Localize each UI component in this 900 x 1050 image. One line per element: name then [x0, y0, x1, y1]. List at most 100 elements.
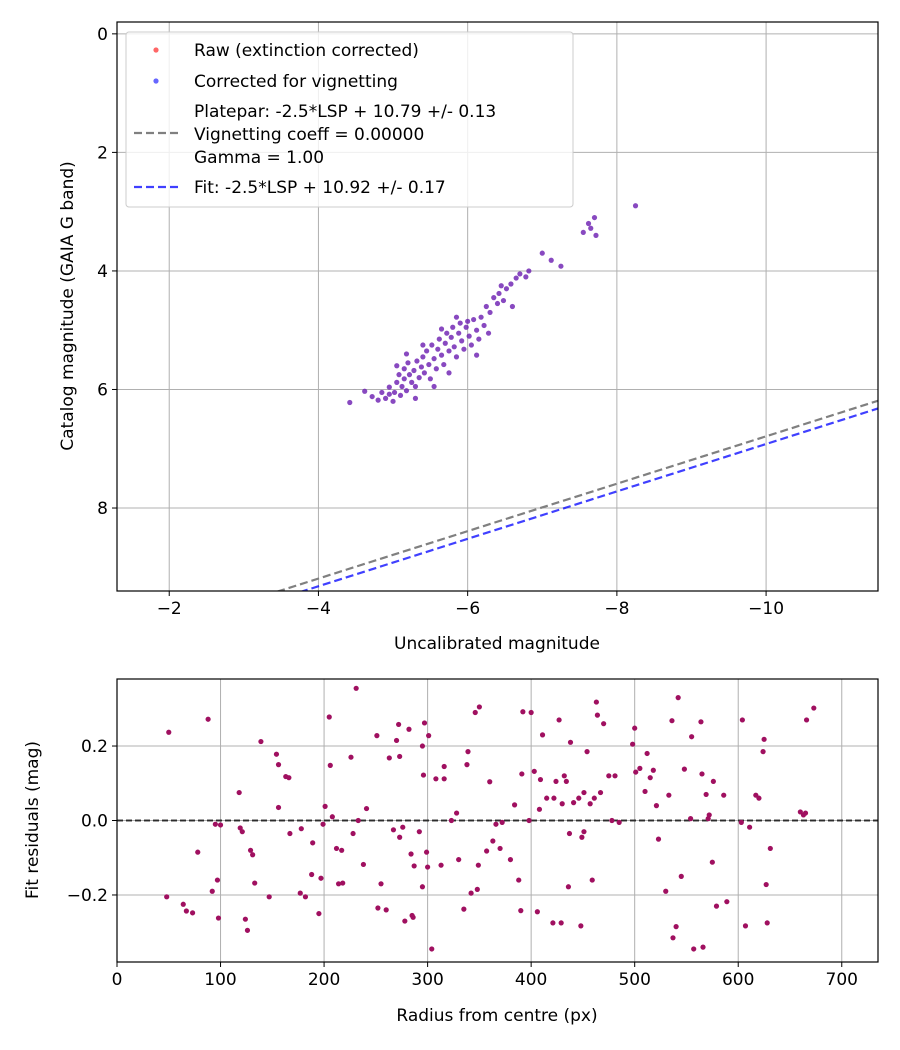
- data-point: [647, 775, 653, 781]
- data-point: [459, 338, 465, 344]
- legend-box: [125, 31, 574, 208]
- bottom-scatter-points: [164, 685, 817, 952]
- data-point: [379, 389, 385, 396]
- data-point: [420, 772, 427, 778]
- x-tick-label: 100: [204, 970, 236, 990]
- legend-platepar-label-line3: Gamma = 1.00: [194, 148, 324, 168]
- data-point: [578, 923, 584, 929]
- data-point: [252, 880, 258, 886]
- data-point: [335, 881, 342, 887]
- data-point: [353, 685, 359, 691]
- data-point: [508, 281, 514, 287]
- data-point: [767, 845, 773, 852]
- data-point: [516, 877, 522, 883]
- data-point: [481, 322, 487, 329]
- legend-corrected-label: Corrected for vignetting: [194, 72, 398, 92]
- data-point: [273, 751, 280, 757]
- data-point: [333, 845, 340, 852]
- data-point: [520, 709, 526, 715]
- data-point: [362, 388, 368, 394]
- bottom-chart: 0 100 200 300 400 500 600 700 −0.2 0.0 0.2 Radius…: [23, 678, 879, 1026]
- data-point: [539, 732, 546, 738]
- data-point: [763, 881, 769, 888]
- data-point: [633, 769, 639, 775]
- data-point: [650, 767, 656, 773]
- data-point: [811, 705, 817, 711]
- data-point: [553, 778, 559, 785]
- legend-platepar-label-line1: Platepar: -2.5*LSP + 10.79 +/- 0.13: [194, 102, 496, 122]
- data-point: [687, 816, 694, 822]
- data-point: [431, 356, 437, 362]
- data-point: [691, 946, 697, 952]
- y-tick-label: 6: [97, 380, 108, 400]
- data-point: [266, 894, 272, 900]
- top-chart: −2 −4 −6 −8 −10 0 2 4 6 8 Uncalibrated magnitude…: [58, 21, 879, 654]
- data-point: [478, 314, 484, 320]
- data-point: [537, 776, 544, 783]
- data-point: [494, 300, 501, 307]
- data-point: [507, 856, 514, 863]
- data-point: [601, 721, 607, 727]
- data-point: [418, 364, 424, 370]
- x-tick-label: 200: [308, 970, 340, 990]
- data-point: [526, 817, 532, 824]
- data-point: [446, 370, 452, 376]
- data-point: [709, 859, 715, 865]
- data-point: [441, 361, 447, 368]
- data-point: [539, 250, 545, 256]
- data-point: [498, 283, 504, 289]
- data-point: [310, 840, 316, 846]
- data-point: [644, 750, 650, 757]
- data-point: [675, 695, 681, 701]
- data-point: [597, 789, 604, 796]
- x-tick-label: −8: [604, 599, 629, 619]
- data-point: [526, 268, 532, 274]
- data-point: [518, 908, 524, 914]
- data-point: [742, 923, 749, 929]
- data-point: [576, 795, 582, 801]
- data-point: [287, 830, 293, 837]
- data-point: [420, 354, 426, 360]
- bottom-x-axis-label: Radius from centre (px): [396, 1006, 597, 1026]
- y-tick-label: 0: [97, 25, 108, 45]
- data-point: [496, 290, 502, 297]
- data-point: [528, 709, 534, 716]
- data-point: [689, 734, 695, 740]
- data-point: [571, 800, 577, 806]
- data-point: [454, 810, 460, 816]
- data-point: [474, 327, 480, 333]
- data-point: [391, 389, 398, 396]
- data-point: [340, 880, 346, 886]
- data-point: [426, 733, 432, 739]
- data-point: [212, 821, 218, 827]
- data-point: [424, 348, 430, 354]
- data-point: [637, 765, 643, 771]
- data-point: [363, 805, 370, 812]
- data-point: [402, 918, 408, 924]
- data-point: [739, 717, 745, 723]
- data-point: [396, 372, 402, 378]
- data-point: [468, 890, 474, 896]
- data-point: [487, 779, 493, 785]
- data-point: [594, 712, 601, 718]
- data-point: [436, 336, 442, 342]
- data-point: [593, 232, 599, 238]
- data-point: [394, 363, 400, 369]
- data-point: [591, 214, 598, 221]
- fit-line-fit: [299, 407, 878, 591]
- data-point: [551, 795, 557, 801]
- data-point: [565, 884, 572, 890]
- data-point: [484, 848, 490, 854]
- y-tick-label: 0.2: [81, 737, 108, 757]
- data-point: [435, 346, 441, 352]
- data-point: [369, 393, 375, 400]
- data-point: [419, 743, 426, 749]
- data-point: [205, 716, 211, 722]
- data-point: [320, 821, 326, 827]
- data-point: [760, 749, 766, 755]
- y-tick-label: 8: [97, 499, 108, 519]
- y-tick-label: 2: [97, 143, 108, 163]
- x-tick-label: −4: [306, 599, 331, 619]
- data-point: [236, 789, 242, 796]
- data-point: [472, 709, 478, 716]
